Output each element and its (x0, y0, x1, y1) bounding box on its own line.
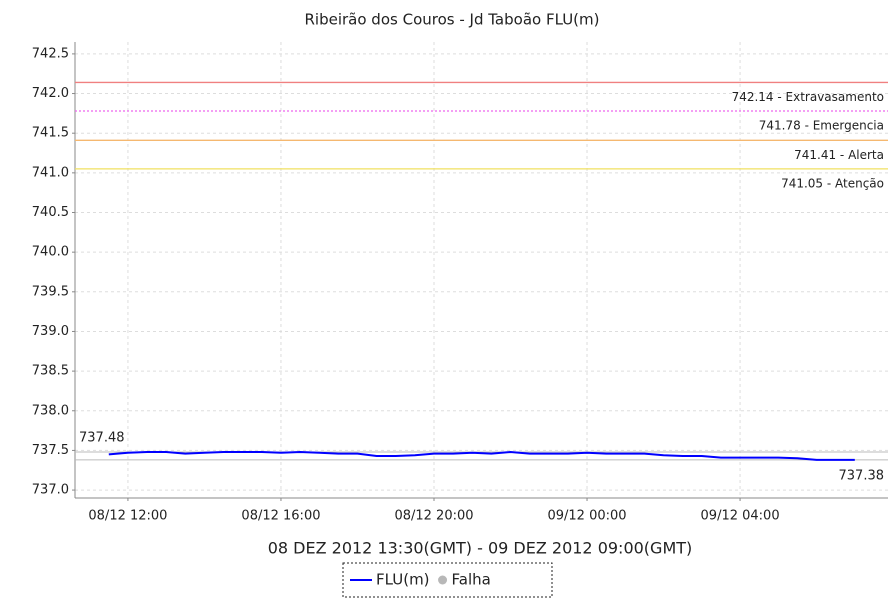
legend-box (342, 562, 553, 598)
legend-label: Falha (452, 571, 491, 589)
y-tick-label: 741.5 (32, 126, 69, 141)
x-tick-label: 08/12 12:00 (88, 509, 167, 524)
threshold-label: 741.41 - Alerta (794, 148, 884, 162)
y-tick-label: 739.5 (32, 284, 69, 299)
y-tick-label: 740.5 (32, 205, 69, 220)
reference-label: 737.38 (839, 468, 885, 483)
y-tick-label: 738.0 (32, 403, 69, 418)
x-tick-label: 08/12 16:00 (241, 509, 320, 524)
y-tick-label: 742.0 (32, 86, 69, 101)
y-tick-label: 738.5 (32, 364, 69, 379)
x-tick-label: 09/12 00:00 (547, 509, 626, 524)
threshold-label: 741.05 - Atenção (781, 176, 884, 190)
y-tick-label: 737.0 (32, 483, 69, 498)
y-tick-label: 741.0 (32, 165, 69, 180)
legend-swatch (438, 575, 448, 585)
data-line (108, 450, 855, 461)
x-tick-label: 08/12 20:00 (394, 509, 473, 524)
y-tick-label: 740.0 (32, 245, 69, 260)
y-tick-label: 737.5 (32, 443, 69, 458)
chart-title: Ribeirão dos Couros - Jd Taboão FLU(m) (305, 11, 600, 29)
x-tick-label: 09/12 04:00 (701, 509, 780, 524)
subtitle: 08 DEZ 2012 13:30(GMT) - 09 DEZ 2012 09:… (268, 539, 693, 558)
threshold-label: 741.78 - Emergencia (759, 118, 884, 132)
y-tick-label: 739.0 (32, 324, 69, 339)
reference-label: 737.48 (79, 431, 125, 446)
threshold-label: 742.14 - Extravasamento (732, 90, 884, 104)
legend-label: FLU(m) (376, 571, 430, 589)
y-tick-label: 742.5 (32, 46, 69, 61)
